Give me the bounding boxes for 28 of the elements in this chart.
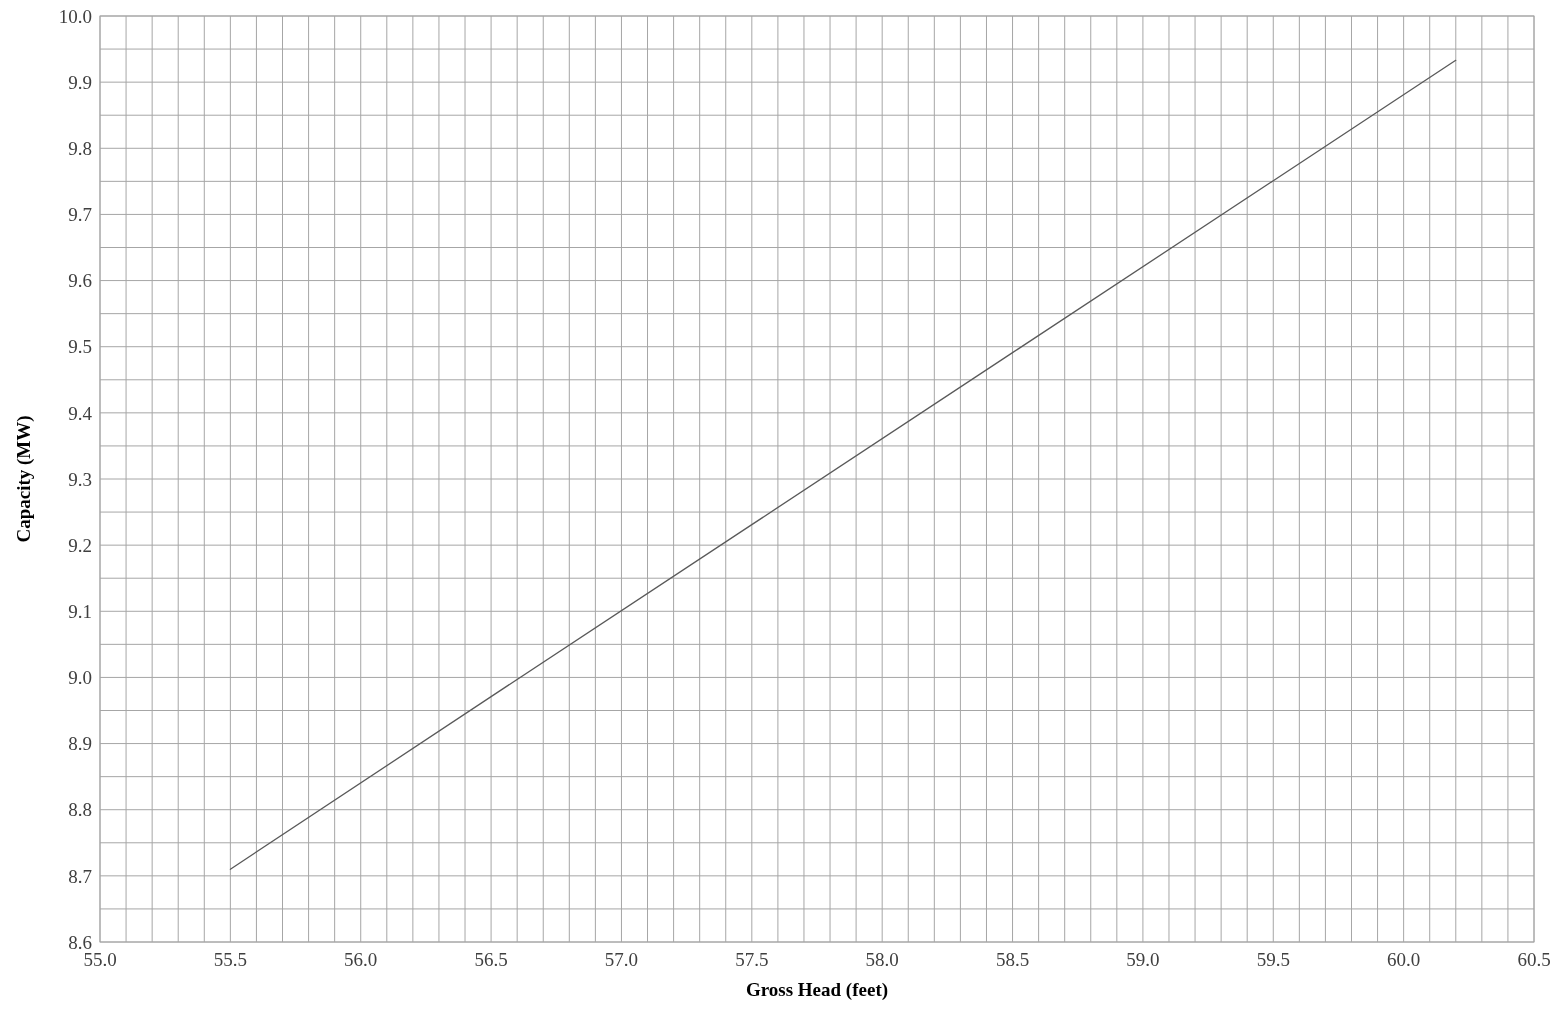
x-tick-label: 56.5 [474, 949, 508, 970]
x-tick-label: 60.5 [1517, 949, 1551, 970]
x-tick-label: 57.0 [604, 949, 639, 970]
x-tick-label: 55.5 [213, 949, 247, 970]
y-tick-label: 9.6 [68, 270, 92, 292]
y-tick-label: 10.0 [58, 5, 92, 27]
y-tick-label: 9.1 [68, 600, 92, 622]
x-tick-label: 56.0 [344, 949, 378, 970]
y-tick-label: 9.4 [68, 402, 93, 424]
x-tick-label: 58.5 [995, 949, 1030, 970]
y-tick-label: 9.8 [68, 137, 92, 159]
x-tick-label: 57.5 [735, 949, 769, 970]
x-tick-label: 59.5 [1256, 949, 1290, 970]
y-tick-label: 9.0 [68, 667, 92, 689]
y-tick-label: 9.9 [68, 71, 92, 93]
y-tick-label: 9.2 [68, 534, 92, 556]
x-tick-label: 58.0 [865, 949, 899, 970]
y-tick-label: 9.5 [68, 336, 92, 358]
y-tick-label: 9.3 [68, 468, 92, 490]
y-axis-title: Capacity (MW) [13, 415, 35, 543]
x-axis-title: Gross Head (feet) [745, 979, 889, 1001]
line-series [229, 59, 1457, 870]
y-tick-label: 8.8 [68, 799, 92, 821]
x-tick-label: 59.0 [1126, 949, 1160, 970]
x-tick-label: 60.0 [1387, 949, 1421, 970]
y-tick-label: 8.9 [68, 733, 92, 755]
y-tick-label: 8.7 [68, 865, 92, 887]
y-tick-label: 9.7 [68, 204, 92, 226]
